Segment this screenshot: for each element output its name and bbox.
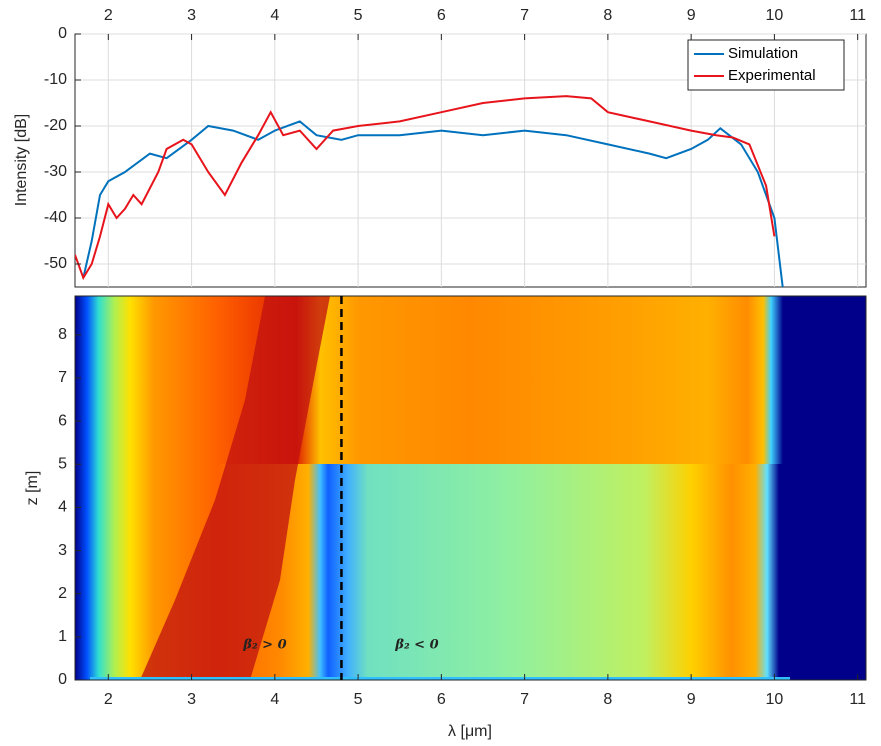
x-tick-label: 9 <box>687 7 696 24</box>
series-line <box>75 95 776 281</box>
x-tick-label: 3 <box>187 7 196 24</box>
x-tick-label: 11 <box>849 691 866 708</box>
y-tick-label: -10 <box>44 71 67 88</box>
x-tick-label: 5 <box>354 691 363 708</box>
legend-label: Experimental <box>728 67 816 84</box>
x-tick-label: 5 <box>354 7 363 24</box>
x-tick-label: 3 <box>187 691 196 708</box>
x-tick-label: 8 <box>603 7 612 24</box>
annotation: β₂ < 0 <box>394 638 438 653</box>
x-tick-label: 6 <box>437 691 446 708</box>
annotation: β₂ > 0 <box>242 638 286 653</box>
heatmap-image <box>75 296 866 680</box>
y-tick-label: -30 <box>44 163 67 180</box>
x-tick-label: 10 <box>766 691 784 708</box>
y-tick-label: 2 <box>58 585 67 602</box>
x-tick-label: 4 <box>270 691 279 708</box>
legend-box <box>687 39 845 91</box>
y-tick-label: -50 <box>44 255 67 272</box>
x-tick-label: 7 <box>520 7 529 24</box>
x-tick-label: 9 <box>687 691 696 708</box>
y-tick-label: 3 <box>58 542 67 559</box>
x-tick-label: 11 <box>849 7 866 24</box>
y-tick-label: 0 <box>58 671 67 688</box>
series-line <box>82 120 784 287</box>
y-tick-label: 5 <box>58 455 67 472</box>
y-tick-label: 1 <box>58 628 67 645</box>
x-tick-label: 7 <box>520 691 529 708</box>
x-tick-label: 2 <box>104 7 113 24</box>
y-tick-label: 4 <box>58 499 67 516</box>
legend-label: Simulation <box>728 45 798 62</box>
y-tick-label: 0 <box>58 25 67 42</box>
y-tick-label: -40 <box>44 209 67 226</box>
bottom-axes-box <box>74 295 867 681</box>
y-tick-label: -20 <box>44 117 67 134</box>
x-tick-label: 8 <box>603 691 612 708</box>
x-tick-label: 2 <box>104 691 113 708</box>
y-axis-label: z [m] <box>24 471 41 506</box>
x-tick-label: 10 <box>766 7 784 24</box>
x-tick-label: 4 <box>270 7 279 24</box>
y-tick-label: 8 <box>58 326 67 343</box>
y-tick-label: 7 <box>58 369 67 386</box>
y-tick-label: 6 <box>58 412 67 429</box>
y-axis-label: Intensity [dB] <box>13 114 30 207</box>
x-axis-label: λ [μm] <box>448 723 492 740</box>
x-tick-label: 6 <box>437 7 446 24</box>
